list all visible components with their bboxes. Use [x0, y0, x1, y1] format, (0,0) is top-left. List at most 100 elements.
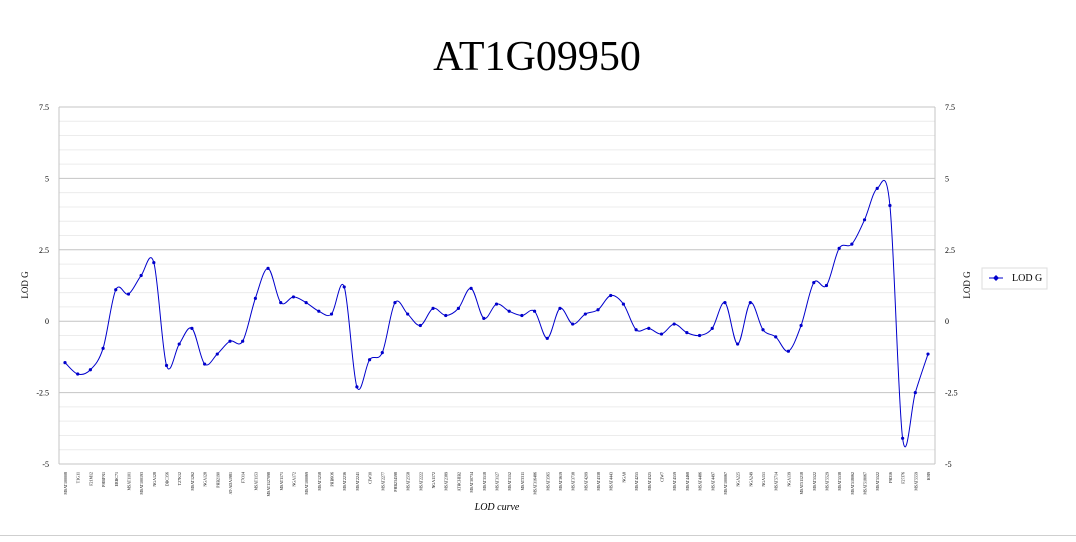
x-tick-label: MSAT100069 [304, 472, 309, 495]
data-point [634, 328, 638, 332]
x-tick-label: F21M12 [88, 472, 93, 486]
x-tick-label: MSAT2558 [406, 472, 411, 491]
data-point [672, 322, 676, 326]
y-axis-right: 7.5 5 2.5 0 -2.5 -5 [945, 103, 958, 469]
chart-title: AT1G09950 [433, 34, 641, 80]
x-tick-label: MSAT1127098 [266, 472, 271, 497]
grid [58, 106, 936, 465]
series-line-lod-g [64, 179, 929, 448]
y-axis-label-left: LOD G [20, 271, 30, 299]
x-tick-label: NGA225 [736, 472, 741, 487]
data-point [774, 335, 778, 339]
x-tick-label: MSAT2277 [380, 472, 385, 491]
x-tick-label: MSAT4559 [672, 472, 677, 491]
data-point [901, 436, 905, 440]
x-tick-label: MSAT2241 [355, 472, 360, 491]
data-point [139, 273, 143, 278]
x-tick-label: F9D16 [888, 472, 893, 483]
x-tick-label: MSAT3518 [482, 472, 487, 491]
data-point [164, 363, 169, 368]
x-tick-label: MSAT4255 [634, 472, 639, 491]
data-point [304, 301, 308, 305]
data-point [812, 281, 816, 285]
x-tick-label: NGA151 [761, 472, 766, 487]
data-point [228, 339, 232, 343]
y-tick-label-right: -2.5 [945, 389, 958, 398]
y-axis-left: 7.5 5 2.5 0 -2.5 -5 [36, 103, 49, 469]
x-tick-label: MSAT5522 [875, 472, 880, 491]
x-tick-label: MSAT3565 [545, 472, 550, 491]
x-tick-label: MSAT3311 [520, 472, 525, 491]
data-point [507, 309, 511, 313]
data-point [875, 186, 879, 190]
data-point [532, 309, 537, 313]
x-tick-label: MSAT2236 [342, 472, 347, 491]
x-tick-label: PHB2190 [215, 472, 220, 488]
data-point [482, 316, 486, 320]
x-tick-label: F27J76 [901, 472, 906, 484]
x-tick-label: MSAT100067 [723, 472, 728, 495]
data-point [152, 261, 156, 265]
x-tick-label: AT-ADA1981 [228, 472, 233, 495]
data-point [596, 308, 600, 312]
data-point [469, 286, 473, 290]
data-point [456, 306, 461, 310]
data-point [697, 333, 702, 338]
data-point [824, 283, 829, 288]
x-tick-label: DBC356 [165, 472, 170, 486]
data-point [291, 295, 296, 299]
x-tick-label: MSAT3152 [507, 472, 512, 491]
x-tick-label: MSAT1101 [126, 472, 131, 491]
y-tick-label-right: 5 [945, 174, 949, 183]
data-point [279, 301, 283, 305]
x-tick-label: MSAT5559 [913, 472, 918, 491]
data-point [114, 288, 118, 292]
data-point [342, 285, 346, 289]
data-point [926, 352, 930, 356]
x-tick-label: MSAT4338 [596, 472, 601, 491]
data-point [367, 358, 372, 362]
data-point [203, 362, 207, 366]
x-tick-label: MSAT4468 [685, 472, 690, 491]
data-point [88, 368, 92, 372]
data-point [748, 301, 752, 305]
data-point [177, 342, 181, 346]
y-tick-label-right: 2.5 [945, 246, 955, 255]
x-tick-label: MSAT518062 [850, 472, 855, 495]
x-tick-label: MSAT4497 [710, 472, 715, 491]
data-point [253, 296, 257, 300]
data-point [215, 352, 219, 356]
data-point [329, 312, 334, 316]
x-tick-label: MSAT3619 [558, 472, 563, 491]
y-tick-label-left: -2.5 [36, 389, 49, 398]
data-point [380, 351, 384, 355]
data-point [647, 326, 651, 330]
x-tick-label: T1G11 [76, 472, 81, 483]
bottom-divider [0, 535, 1076, 536]
data-point [786, 349, 790, 353]
x-tick-label: NGA249 [748, 472, 753, 487]
x-tick-label: MSAT2389 [444, 472, 449, 491]
y-tick-label-left: 5 [45, 174, 49, 183]
x-tick-label: MSAT3738 [571, 472, 576, 491]
data-point [685, 331, 689, 335]
x-tick-label: NGA128 [152, 472, 157, 487]
x-tick-label: MSAT100193 [139, 472, 144, 495]
data-point [76, 372, 80, 376]
data-point [520, 313, 524, 318]
data-point [63, 361, 67, 365]
data-point [862, 218, 867, 222]
data-point [494, 302, 499, 306]
data-point [431, 306, 435, 310]
data-point [266, 266, 270, 270]
data-point [545, 336, 549, 340]
x-tick-label: MSAT5522 [812, 472, 817, 491]
x-tick-label: MSAT1171 [279, 472, 284, 491]
data-point [355, 385, 359, 389]
x-axis-label: LOD curve [474, 502, 520, 513]
x-tick-label: MSAT5529 [824, 472, 829, 491]
x-tick-label: MSAT316486 [533, 472, 538, 495]
data-point [659, 332, 664, 336]
